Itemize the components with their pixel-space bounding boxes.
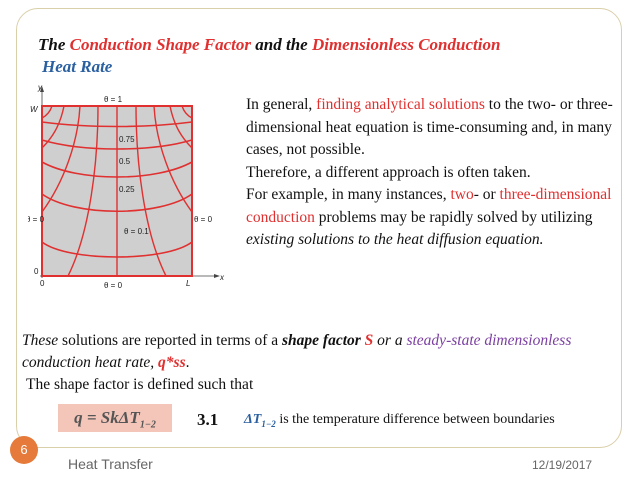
delta-symbol: ΔT bbox=[244, 412, 262, 427]
y-axis-label: y bbox=[37, 83, 43, 92]
delta-text: is the temperature difference between bo… bbox=[275, 412, 555, 427]
isotherm-label-05: 0.5 bbox=[119, 157, 131, 166]
right-boundary-condition: θ = 0 bbox=[194, 215, 213, 224]
para-text: - or bbox=[473, 186, 500, 203]
lower-text: solutions are reported in terms of a bbox=[58, 332, 282, 349]
equation-subscript: 1−2 bbox=[139, 419, 156, 431]
isotherm-label-025: 0.25 bbox=[119, 185, 135, 194]
para-text: In general, bbox=[246, 96, 317, 113]
q-star-ss: q*ss bbox=[158, 354, 186, 371]
equation-text: q = SkΔT bbox=[74, 408, 140, 427]
slide-frame bbox=[16, 8, 622, 448]
equation-box: q = SkΔT1−2 bbox=[58, 404, 172, 432]
title-text: The bbox=[38, 35, 70, 54]
left-boundary-condition: θ = 0 bbox=[28, 215, 45, 224]
origin-label: 0 bbox=[34, 267, 39, 276]
definition-sentence: The shape factor is defined such that bbox=[26, 376, 254, 393]
footer-course: Heat Transfer bbox=[68, 456, 153, 472]
shape-factor-symbol: S bbox=[364, 332, 374, 349]
title-text: and the bbox=[251, 35, 312, 54]
shape-factor-text: These solutions are reported in terms of… bbox=[22, 330, 622, 396]
equation-number: 3.1 bbox=[197, 410, 219, 429]
para-sentence: Therefore, a different approach is often… bbox=[246, 163, 531, 181]
delta-subscript: 1−2 bbox=[261, 418, 276, 429]
isotherm-figure: y x W 0 0 L θ = 1 θ = 0 θ = 0 θ = 0 0.75… bbox=[28, 83, 225, 290]
slide-title: The Conduction Shape Factor and the Dime… bbox=[38, 34, 598, 78]
origin-x-label: 0 bbox=[40, 279, 45, 288]
para-highlight: three-dimensional conduction bbox=[246, 186, 612, 226]
isotherm-label-01: θ = 0.1 bbox=[124, 227, 149, 236]
para-text: to the two- or three-dimensional heat eq… bbox=[246, 96, 613, 158]
para-highlight: finding analytical solutions bbox=[316, 96, 485, 113]
l-label: L bbox=[186, 279, 190, 288]
para-text: For example, in many instances, bbox=[246, 186, 451, 203]
w-label: W bbox=[30, 105, 39, 114]
x-axis-label: x bbox=[219, 273, 225, 282]
lower-text: These bbox=[22, 332, 59, 349]
lower-text: . bbox=[185, 354, 190, 371]
top-boundary-condition: θ = 1 bbox=[104, 95, 123, 104]
intro-paragraph: In general, finding analytical solutions… bbox=[246, 94, 618, 252]
bottom-boundary-condition: θ = 0 bbox=[104, 281, 123, 290]
shape-factor-term: shape factor bbox=[282, 332, 365, 349]
delta-note: ΔT1−2 is the temperature difference betw… bbox=[244, 412, 555, 429]
dimensionless-term: steady-state dimensionless bbox=[406, 332, 572, 349]
footer-date: 12/19/2017 bbox=[532, 458, 593, 472]
para-text: problems may be rapidly solved by utiliz… bbox=[314, 208, 593, 226]
title-heat-rate: Heat Rate bbox=[42, 57, 113, 76]
lower-text: conduction heat rate, bbox=[22, 354, 159, 371]
title-shape-factor: Conduction Shape Factor bbox=[69, 35, 252, 54]
para-italic: existing solutions to the heat diffusion… bbox=[246, 231, 544, 248]
slide-number: 6 bbox=[10, 436, 38, 464]
isotherm-label-075: 0.75 bbox=[119, 135, 135, 144]
title-dimensionless: Dimensionless Conduction bbox=[311, 35, 501, 54]
lower-text: or a bbox=[373, 332, 407, 349]
para-highlight: two bbox=[450, 186, 474, 203]
flow-lines bbox=[41, 105, 193, 277]
